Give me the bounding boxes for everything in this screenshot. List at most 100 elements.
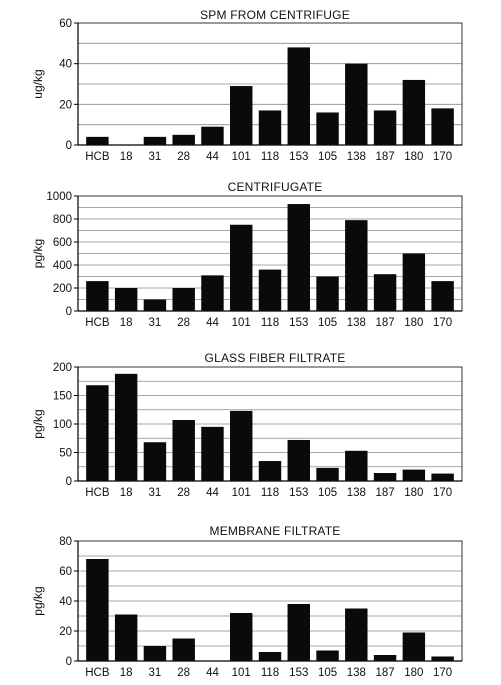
bar (230, 613, 253, 661)
x-tick-label: 28 (177, 317, 190, 329)
bar (258, 269, 282, 311)
bar (86, 385, 109, 481)
y-tick-label: 200 (53, 283, 72, 295)
y-axis-label: ug/kg (31, 69, 45, 98)
x-tick-label: 101 (232, 667, 251, 679)
x-tick-label: 18 (120, 151, 133, 163)
chart-panel: GLASS FIBER FILTRATE 0 50 100 150 200 pg/kg HCB… (31, 351, 463, 499)
y-tick-label: 600 (53, 237, 72, 249)
chart-panel: SPM FROM CENTRIFUGE 0 20 40 60 ug/kg HCB 18 31 28… (31, 8, 463, 163)
y-tick-label: 40 (59, 596, 72, 608)
bar (143, 136, 167, 145)
bar (258, 110, 282, 145)
bar (373, 110, 397, 145)
y-axis-label: pg/kg (31, 409, 45, 438)
bar (431, 108, 454, 145)
x-tick-label: 31 (149, 151, 162, 163)
x-tick-label: 18 (120, 317, 133, 329)
x-tick-label: 187 (375, 667, 394, 679)
bar (230, 410, 253, 481)
x-tick-label: 118 (261, 667, 279, 679)
x-tick-label: 138 (347, 667, 366, 679)
bar (230, 86, 253, 145)
bar (143, 646, 167, 661)
bar (230, 224, 253, 311)
x-tick-label: 180 (404, 151, 423, 163)
bar (345, 220, 368, 311)
y-tick-label: 40 (59, 59, 72, 71)
bar (373, 274, 397, 311)
y-tick-label: 0 (66, 656, 72, 668)
x-tick-label: 28 (177, 151, 190, 163)
chart-title: MEMBRANE FILTRATE (210, 524, 341, 538)
x-tick-label: 18 (120, 487, 133, 499)
bar (402, 253, 426, 311)
y-tick-label: 50 (59, 448, 72, 460)
chart-panel: MEMBRANE FILTRATE 0 20 40 60 80 pg/kg HCB 18 31 28… (31, 524, 463, 679)
bar (345, 608, 368, 661)
x-tick-label: 153 (289, 487, 308, 499)
bar (287, 204, 310, 311)
y-tick-label: 0 (66, 140, 72, 152)
bar (86, 559, 109, 661)
x-tick-label: 170 (433, 151, 452, 163)
x-tick-label: 44 (206, 317, 219, 329)
bar (431, 281, 454, 311)
bar (345, 63, 368, 145)
x-tick-label: 105 (318, 317, 337, 329)
x-tick-label: 170 (433, 487, 452, 499)
bar (172, 134, 195, 145)
bar (258, 461, 282, 481)
x-tick-label: 180 (404, 667, 423, 679)
x-tick-label: 44 (206, 151, 219, 163)
bar (201, 426, 224, 481)
x-tick-label: 187 (375, 151, 394, 163)
x-tick-label: HCB (85, 317, 110, 329)
x-tick-label: 153 (289, 317, 308, 329)
bar (316, 112, 339, 145)
chart-title: SPM FROM CENTRIFUGE (200, 8, 350, 22)
y-tick-label: 150 (53, 391, 72, 403)
bar (373, 655, 397, 661)
x-tick-label: 118 (261, 317, 279, 329)
x-tick-label: 170 (433, 667, 452, 679)
y-tick-label: 400 (53, 260, 72, 272)
bar (316, 650, 339, 661)
x-tick-label: 187 (375, 487, 394, 499)
chart-title: CENTRIFUGATE (228, 180, 323, 194)
bar (258, 652, 282, 661)
y-axis-label: pg/kg (31, 586, 45, 615)
bar (431, 473, 454, 481)
x-tick-label: 153 (289, 151, 308, 163)
x-tick-label: 31 (149, 487, 162, 499)
y-tick-label: 1000 (46, 191, 72, 203)
x-tick-label: 105 (318, 667, 337, 679)
bar (172, 288, 195, 311)
bar (143, 442, 167, 481)
chart-title: GLASS FIBER FILTRATE (205, 351, 346, 365)
x-tick-label: 153 (289, 667, 308, 679)
x-tick-label: 180 (404, 317, 423, 329)
bar (86, 136, 109, 145)
bar (287, 47, 310, 145)
bar (402, 79, 426, 145)
chart-panel: CENTRIFUGATE 0 200 400 600 800 1000 pg/kg HCB 18 3… (31, 180, 463, 329)
x-tick-label: 118 (261, 487, 279, 499)
x-tick-label: 118 (261, 151, 279, 163)
x-tick-label: 28 (177, 487, 190, 499)
x-tick-label: HCB (85, 487, 110, 499)
bar (431, 656, 454, 661)
y-tick-label: 200 (53, 362, 72, 374)
x-tick-label: 180 (404, 487, 423, 499)
bar (201, 275, 224, 311)
bar (373, 473, 397, 481)
x-tick-label: 101 (232, 317, 251, 329)
x-tick-label: 101 (232, 151, 251, 163)
x-tick-label: 138 (347, 487, 366, 499)
bar (287, 439, 310, 481)
y-tick-label: 800 (53, 214, 72, 226)
bar (316, 276, 339, 311)
x-tick-label: HCB (85, 667, 110, 679)
x-tick-label: 187 (375, 317, 394, 329)
